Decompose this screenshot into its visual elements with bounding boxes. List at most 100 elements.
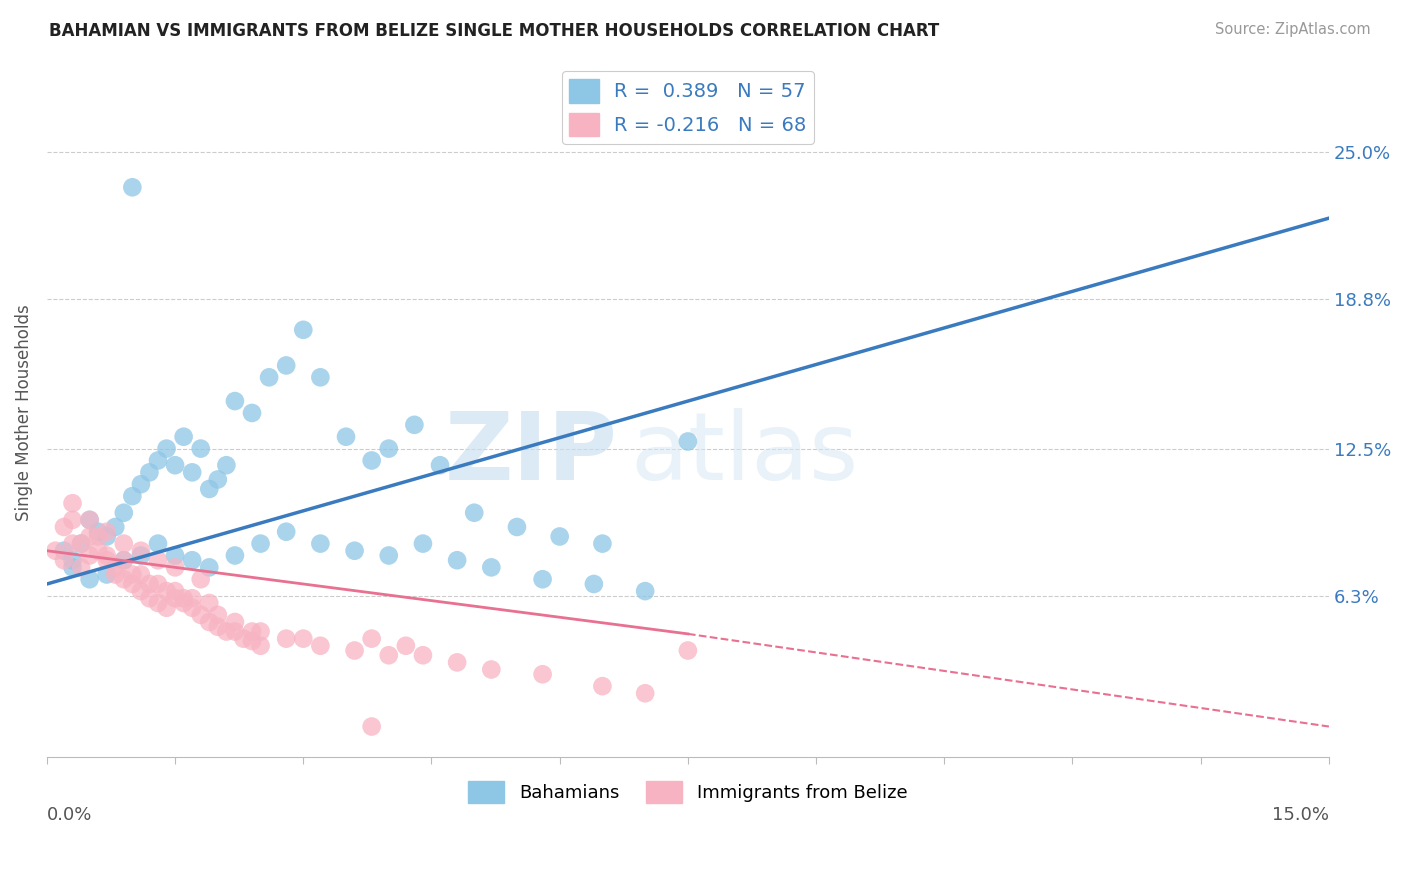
Point [62, 553, 84, 567]
Point [87, 543, 110, 558]
Point [112, 572, 135, 586]
Point [112, 553, 135, 567]
Point [138, 591, 160, 606]
Point [112, 506, 135, 520]
Text: atlas: atlas [630, 409, 859, 500]
Point [146, 553, 169, 567]
Point [479, 663, 502, 677]
Point [129, 477, 152, 491]
Point [343, 643, 366, 657]
Point [446, 553, 468, 567]
Point [207, 620, 229, 634]
Point [181, 466, 204, 480]
Point [62, 496, 84, 510]
Point [215, 624, 238, 639]
Point [87, 524, 110, 539]
Point [146, 536, 169, 550]
Point [146, 577, 169, 591]
Point [335, 430, 357, 444]
Point [395, 639, 418, 653]
Point [276, 359, 298, 373]
Point [104, 567, 127, 582]
Point [165, 549, 187, 563]
Point [240, 406, 263, 420]
Point [198, 560, 221, 574]
Point [181, 600, 204, 615]
Point [53, 553, 76, 567]
Point [377, 549, 399, 563]
Point [62, 560, 84, 574]
Point [165, 584, 187, 599]
Point [676, 643, 699, 657]
Point [146, 596, 169, 610]
Point [70, 536, 93, 550]
Point [53, 520, 76, 534]
Text: 0.0%: 0.0% [46, 805, 93, 823]
Y-axis label: Single Mother Households: Single Mother Households [15, 304, 32, 521]
Point [70, 560, 93, 574]
Point [634, 584, 657, 599]
Point [232, 632, 254, 646]
Point [129, 549, 152, 563]
Point [224, 615, 246, 629]
Point [531, 572, 554, 586]
Point [531, 667, 554, 681]
Point [165, 560, 187, 574]
Point [404, 417, 426, 432]
Point [112, 536, 135, 550]
Point [309, 370, 332, 384]
Point [463, 506, 485, 520]
Point [634, 686, 657, 700]
Point [96, 529, 118, 543]
Point [224, 394, 246, 409]
Point [62, 536, 84, 550]
Point [249, 624, 271, 639]
Point [79, 513, 101, 527]
Point [343, 543, 366, 558]
Point [96, 567, 118, 582]
Point [181, 591, 204, 606]
Point [79, 572, 101, 586]
Point [377, 442, 399, 456]
Point [104, 520, 127, 534]
Point [207, 607, 229, 622]
Point [198, 615, 221, 629]
Point [412, 536, 434, 550]
Point [129, 543, 152, 558]
Point [121, 489, 143, 503]
Point [360, 719, 382, 733]
Point [121, 180, 143, 194]
Point [224, 549, 246, 563]
Text: 15.0%: 15.0% [1272, 805, 1329, 823]
Point [292, 323, 315, 337]
Point [582, 577, 605, 591]
Point [276, 524, 298, 539]
Point [412, 648, 434, 663]
Point [240, 634, 263, 648]
Point [190, 442, 212, 456]
Point [62, 513, 84, 527]
Point [53, 543, 76, 558]
Text: BAHAMIAN VS IMMIGRANTS FROM BELIZE SINGLE MOTHER HOUSEHOLDS CORRELATION CHART: BAHAMIAN VS IMMIGRANTS FROM BELIZE SINGL… [49, 22, 939, 40]
Point [591, 536, 613, 550]
Point [257, 370, 280, 384]
Point [129, 584, 152, 599]
Point [87, 529, 110, 543]
Point [44, 543, 66, 558]
Point [190, 572, 212, 586]
Point [249, 639, 271, 653]
Point [548, 529, 571, 543]
Point [676, 434, 699, 449]
Point [146, 453, 169, 467]
Point [79, 549, 101, 563]
Point [446, 656, 468, 670]
Point [79, 513, 101, 527]
Point [198, 596, 221, 610]
Point [155, 584, 177, 599]
Point [292, 632, 315, 646]
Text: ZIP: ZIP [444, 409, 617, 500]
Point [506, 520, 529, 534]
Point [121, 567, 143, 582]
Point [96, 549, 118, 563]
Point [155, 442, 177, 456]
